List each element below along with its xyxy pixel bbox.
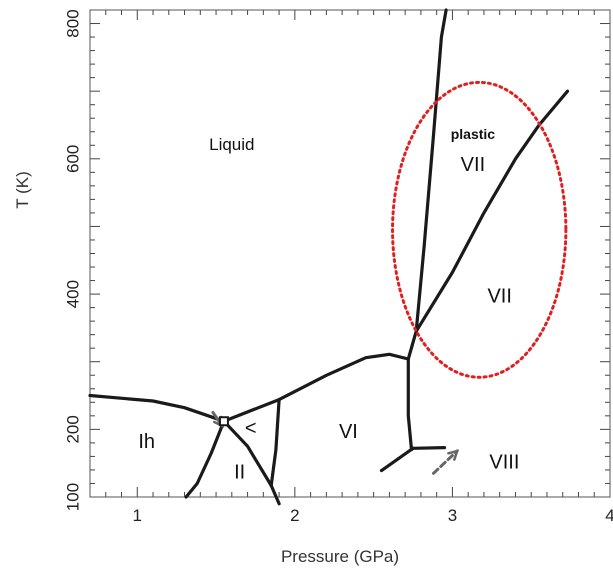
arrow-viii — [432, 449, 459, 475]
region-label: VII — [461, 154, 485, 176]
plot-area-frame — [89, 9, 611, 498]
y-axis-label: T (K) — [13, 171, 32, 208]
x-axis-label: Pressure (GPa) — [281, 547, 399, 566]
y-tick-label: 100 — [63, 483, 82, 511]
boundary-vi-vii-viii — [406, 357, 415, 452]
boundary-iii-v — [269, 398, 281, 488]
y-tick-label: 400 — [63, 280, 82, 308]
boundary-vii-viii — [411, 446, 447, 450]
phase-boundaries — [88, 8, 570, 506]
y-tick-label: 800 — [63, 9, 82, 37]
region-labels: Liquid Ih II< VI VII plastic VII VIII — [138, 126, 519, 484]
x-tick-label: 3 — [448, 506, 457, 525]
annotations — [211, 80, 568, 475]
region-label: VIII — [489, 451, 519, 473]
boundary-vii-plastic-vii — [414, 89, 570, 333]
tick-labels: 1 2 3 4 100 200 400 600 800 — [63, 9, 613, 525]
x-tick-label: 4 — [605, 506, 613, 525]
region-label: Ih — [138, 431, 155, 453]
boundary-ih-liquid — [88, 393, 226, 423]
boundary-liquid-vi — [277, 352, 410, 402]
region-label: plastic — [451, 126, 496, 142]
boundary-ii-vi — [269, 483, 281, 506]
boundary-vi-liquid-high — [406, 8, 448, 361]
region-label: VI — [339, 421, 358, 443]
y-tick-label: 200 — [63, 415, 82, 443]
arrow-viii-head — [447, 449, 460, 461]
region-label: < — [245, 418, 257, 440]
x-tick-label: 1 — [133, 506, 142, 525]
region-label: II — [234, 462, 245, 484]
highlight-ellipse — [391, 80, 568, 379]
boundary-ih-ii — [184, 419, 226, 499]
triple-point-marker — [218, 416, 229, 427]
boundary-viii-vi-low — [379, 446, 415, 473]
boundary-liquid-iii — [222, 398, 281, 423]
boundary-ii-iii — [222, 419, 273, 488]
region-label: VII — [487, 286, 511, 308]
region-label: Liquid — [209, 135, 254, 154]
x-tick-label: 2 — [290, 506, 299, 525]
y-tick-label: 600 — [63, 145, 82, 173]
